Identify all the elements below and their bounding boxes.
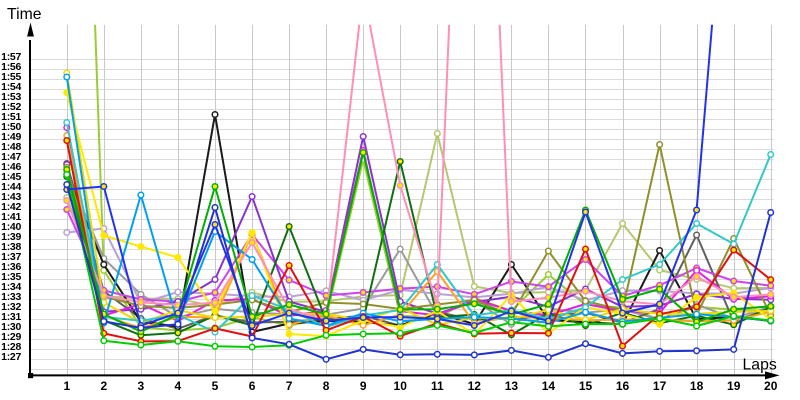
- svg-text:13: 13: [505, 379, 519, 393]
- svg-text:1:30: 1:30: [1, 321, 21, 333]
- svg-text:3: 3: [138, 379, 145, 393]
- svg-text:1:43: 1:43: [1, 191, 21, 203]
- svg-text:1:54: 1:54: [1, 81, 21, 93]
- svg-text:1:45: 1:45: [1, 171, 21, 183]
- svg-text:1:29: 1:29: [1, 331, 21, 343]
- svg-text:1:35: 1:35: [1, 271, 21, 283]
- svg-text:10: 10: [394, 379, 408, 393]
- svg-text:4: 4: [175, 379, 182, 393]
- svg-text:Time: Time: [7, 6, 42, 23]
- svg-text:12: 12: [468, 379, 482, 393]
- svg-text:18: 18: [690, 379, 704, 393]
- svg-text:16: 16: [616, 379, 630, 393]
- svg-text:20: 20: [764, 379, 778, 393]
- svg-text:1:57: 1:57: [1, 51, 21, 63]
- svg-text:1:48: 1:48: [1, 141, 21, 153]
- svg-text:1:34: 1:34: [1, 281, 21, 293]
- svg-text:1:49: 1:49: [1, 131, 21, 143]
- svg-text:1:42: 1:42: [1, 201, 21, 213]
- svg-text:1:27: 1:27: [1, 351, 21, 363]
- svg-text:5: 5: [212, 379, 219, 393]
- svg-text:1:37: 1:37: [1, 251, 21, 263]
- svg-text:1:36: 1:36: [1, 261, 21, 273]
- svg-text:17: 17: [653, 379, 667, 393]
- svg-text:9: 9: [360, 379, 367, 393]
- svg-text:8: 8: [323, 379, 330, 393]
- svg-text:1:28: 1:28: [1, 341, 21, 353]
- svg-text:19: 19: [727, 379, 741, 393]
- svg-text:1:41: 1:41: [1, 211, 21, 223]
- svg-text:2: 2: [100, 379, 107, 393]
- svg-text:1:52: 1:52: [1, 101, 21, 113]
- svg-text:6: 6: [249, 379, 256, 393]
- svg-text:1:51: 1:51: [1, 111, 21, 123]
- svg-text:1:39: 1:39: [1, 231, 21, 243]
- svg-text:7: 7: [286, 379, 293, 393]
- svg-text:11: 11: [431, 379, 444, 393]
- svg-text:1:33: 1:33: [1, 291, 21, 303]
- svg-text:14: 14: [542, 379, 556, 393]
- svg-text:1:31: 1:31: [1, 311, 21, 323]
- svg-text:1:38: 1:38: [1, 241, 21, 253]
- svg-text:1:47: 1:47: [1, 151, 21, 163]
- svg-text:1: 1: [63, 379, 70, 393]
- svg-text:1:53: 1:53: [1, 91, 21, 103]
- svg-text:1:32: 1:32: [1, 301, 21, 313]
- svg-text:1:55: 1:55: [1, 71, 21, 83]
- svg-text:1:50: 1:50: [1, 121, 21, 133]
- svg-text:Laps: Laps: [743, 357, 777, 374]
- svg-text:1:44: 1:44: [1, 181, 21, 193]
- svg-text:15: 15: [579, 379, 593, 393]
- svg-text:1:40: 1:40: [1, 221, 21, 233]
- svg-text:1:46: 1:46: [1, 161, 21, 173]
- svg-text:1:56: 1:56: [1, 61, 21, 73]
